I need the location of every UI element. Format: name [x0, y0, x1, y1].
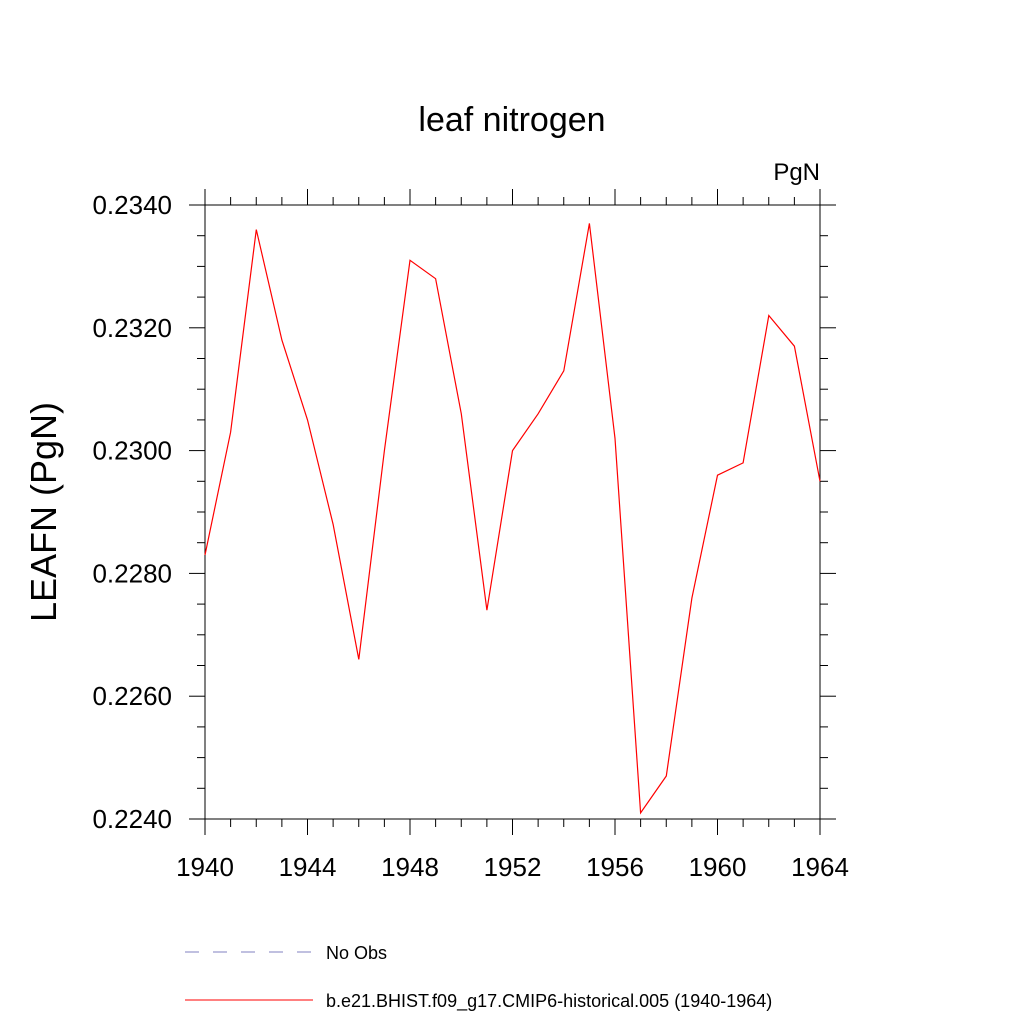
y-tick-label: 0.2260 [92, 681, 172, 711]
x-tick-label: 1956 [586, 852, 644, 882]
y-tick-label: 0.2280 [92, 558, 172, 588]
x-tick-label: 1952 [484, 852, 542, 882]
chart-title: leaf nitrogen [418, 101, 605, 139]
x-tick-label: 1944 [279, 852, 337, 882]
legend-label-1: No Obs [326, 943, 387, 963]
y-tick-label: 0.2320 [92, 313, 172, 343]
legend: No Obs b.e21.BHIST.f09_g17.CMIP6-historic… [185, 943, 772, 1012]
y-tick-label: 0.2340 [92, 190, 172, 220]
y-axis-ticks: 0.2240 0.2260 0.2280 0.2300 0.2320 0.2340 [92, 190, 836, 834]
x-axis-ticks: 1940 1944 1948 1952 1956 1960 1964 [176, 189, 849, 882]
x-tick-label: 1964 [791, 852, 849, 882]
units-label: PgN [773, 159, 820, 186]
plot-area-frame [204, 204, 821, 820]
y-axis-label: LEAFN (PgN) [23, 402, 64, 622]
x-tick-label: 1940 [176, 852, 234, 882]
series-line [204, 223, 821, 815]
y-tick-label: 0.2300 [92, 436, 172, 466]
x-tick-label: 1960 [689, 852, 747, 882]
y-tick-label: 0.2240 [92, 804, 172, 834]
legend-label-2: b.e21.BHIST.f09_g17.CMIP6-historical.005… [326, 991, 772, 1012]
x-tick-label: 1948 [381, 852, 439, 882]
series-layer [204, 223, 821, 815]
